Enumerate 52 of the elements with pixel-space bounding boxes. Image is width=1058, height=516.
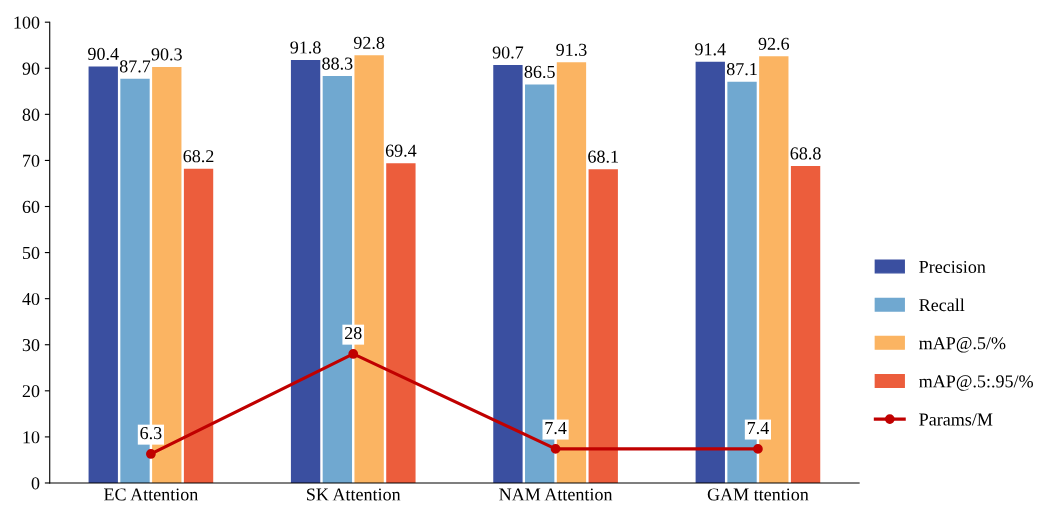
legend-label: Recall xyxy=(919,298,965,312)
data-label: 88.3 xyxy=(322,57,353,70)
data-label: 90.3 xyxy=(151,48,182,61)
bar xyxy=(386,163,416,483)
legend-label: Params/M xyxy=(919,413,993,426)
data-label: 7.4 xyxy=(747,422,769,435)
x-tick-label: SK Attention xyxy=(307,488,401,501)
data-label: 91.4 xyxy=(695,43,726,56)
y-tick-label: 90 xyxy=(22,62,40,75)
data-label: 91.8 xyxy=(290,41,321,54)
y-tick-label: 60 xyxy=(22,200,40,213)
y-tick-label: 80 xyxy=(22,108,40,121)
data-label: 28 xyxy=(345,326,362,340)
data-label: 87.7 xyxy=(119,60,151,73)
legend-label: Precision xyxy=(919,260,986,274)
point xyxy=(753,444,763,454)
legend-label: mAP@.5:.95/% xyxy=(919,375,1033,391)
x-tick-label: NAM Attention xyxy=(499,488,613,501)
y-tick-label: 70 xyxy=(23,154,40,167)
point xyxy=(348,349,359,359)
data-label: 90.4 xyxy=(88,47,119,61)
data-label: 68.2 xyxy=(183,150,214,163)
data-label: 69.4 xyxy=(385,144,417,157)
bar xyxy=(588,169,618,483)
bar xyxy=(790,165,821,483)
data-label: 68.8 xyxy=(790,147,821,160)
y-tick-label: 20 xyxy=(22,385,40,398)
data-label: 92.8 xyxy=(353,36,385,49)
y-tick-label: 30 xyxy=(22,339,40,352)
data-label: 91.3 xyxy=(556,43,587,56)
data-label: 7.4 xyxy=(545,422,567,435)
y-tick-label: 10 xyxy=(23,431,40,444)
y-tick-label: 100 xyxy=(14,16,40,29)
bar xyxy=(695,61,725,483)
data-label: 92.6 xyxy=(758,37,790,50)
data-label: 90.7 xyxy=(492,46,524,59)
y-tick-label: 50 xyxy=(23,246,40,260)
data-label: 6.3 xyxy=(140,427,162,440)
data-label: 86.5 xyxy=(524,65,555,79)
data-label: 87.1 xyxy=(726,63,757,76)
point xyxy=(146,449,156,459)
data-label: 68.1 xyxy=(588,150,618,163)
bar xyxy=(88,66,118,483)
y-tick-label: 0 xyxy=(31,477,40,490)
y-tick-label: 40 xyxy=(22,292,40,306)
bar xyxy=(290,59,321,483)
legend-label: mAP@.5/% xyxy=(919,337,1006,353)
point xyxy=(550,444,561,454)
x-tick-label: GAM ttention xyxy=(707,488,809,501)
bar xyxy=(493,65,523,483)
x-tick-label: EC Attention xyxy=(104,488,199,501)
bar xyxy=(183,168,214,483)
